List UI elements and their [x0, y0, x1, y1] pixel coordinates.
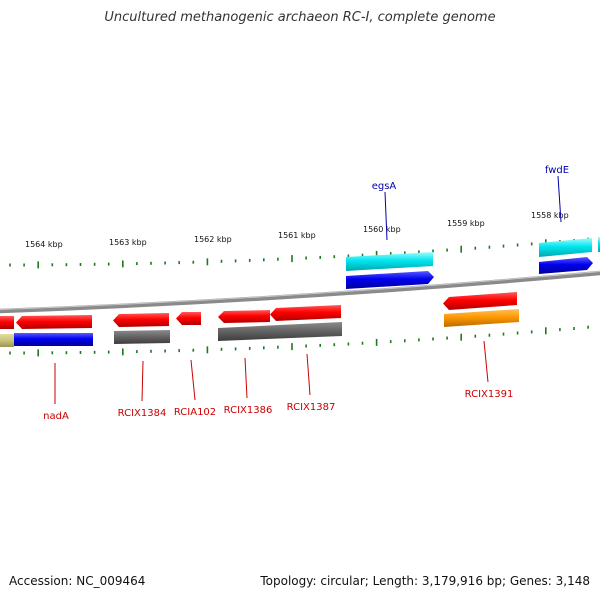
leader-line [190, 359, 196, 401]
genome-backbone-highlight [0, 271, 600, 310]
gene-block-RCIX1384-2[interactable] [114, 330, 170, 344]
gene-label-RCIX1391[interactable]: RCIX1391 [465, 389, 514, 400]
leader-line [244, 357, 248, 399]
gene-block-egsA-2[interactable] [346, 271, 434, 289]
leader-line [141, 360, 144, 402]
scale-label: 1563 kbp [109, 238, 147, 247]
genome-summary-text: Topology: circular; Length: 3,179,916 bp… [260, 574, 590, 588]
accession-text: Accession: NC_009464 [9, 574, 146, 588]
map-title: Uncultured methanogenic archaeon RC-I, c… [104, 10, 496, 25]
upper-strand-genes [346, 237, 600, 289]
gene-block-fwdE[interactable] [539, 238, 592, 257]
scale-label: 1560 kbp [363, 225, 401, 234]
gene-label-egsA[interactable]: egsA [372, 181, 397, 192]
lower-strand-genes [0, 292, 519, 347]
gene-block-olive[interactable] [0, 334, 14, 347]
gene-block-RCIA102[interactable] [176, 312, 201, 325]
leader-line [483, 340, 489, 383]
scale-label: 1561 kbp [278, 231, 316, 240]
genome-backbone [0, 270, 600, 314]
scale-label: 1559 kbp [447, 219, 485, 228]
gene-block-RCIX1391[interactable] [443, 292, 517, 310]
leader-lines [54, 175, 562, 404]
scale-label: 1558 kbp [531, 211, 569, 220]
gene-block-RCIX1384[interactable] [113, 313, 169, 327]
gene-label-nadA[interactable]: nadA [43, 411, 69, 422]
scale-labels: 1564 kbp 1563 kbp 1562 kbp 1561 kbp 1560… [25, 211, 569, 249]
leader-line [306, 353, 311, 396]
gene-block-egsA[interactable] [346, 252, 433, 271]
leader-line [557, 175, 562, 223]
gene-block-nadA[interactable] [16, 315, 92, 329]
gene-block-partial-left[interactable] [0, 316, 14, 329]
gene-block-fwdE-2[interactable] [539, 257, 593, 274]
upper-tick-marks [9, 237, 589, 269]
gene-labels: nadA RCIX1384 RCIA102 RCIX1386 RCIX1387 … [43, 165, 569, 422]
gene-label-RCIX1386[interactable]: RCIX1386 [224, 405, 273, 416]
leader-line [384, 191, 388, 241]
gene-block-RCIX1387[interactable] [270, 305, 341, 321]
gene-label-fwdE[interactable]: fwdE [545, 165, 569, 176]
gene-label-RCIX1384[interactable]: RCIX1384 [118, 408, 167, 419]
gene-block-nadA-2[interactable] [14, 333, 93, 346]
scale-label: 1562 kbp [194, 235, 232, 244]
scale-label: 1564 kbp [25, 240, 63, 249]
gene-block-RCIX1386-2[interactable] [218, 322, 342, 341]
gene-label-RCIA102[interactable]: RCIA102 [174, 407, 216, 418]
gene-block-RCIX1391-2[interactable] [444, 309, 519, 327]
gene-label-RCIX1387[interactable]: RCIX1387 [287, 402, 336, 413]
gene-block-RCIX1386[interactable] [218, 310, 270, 323]
lower-tick-marks [9, 325, 589, 357]
